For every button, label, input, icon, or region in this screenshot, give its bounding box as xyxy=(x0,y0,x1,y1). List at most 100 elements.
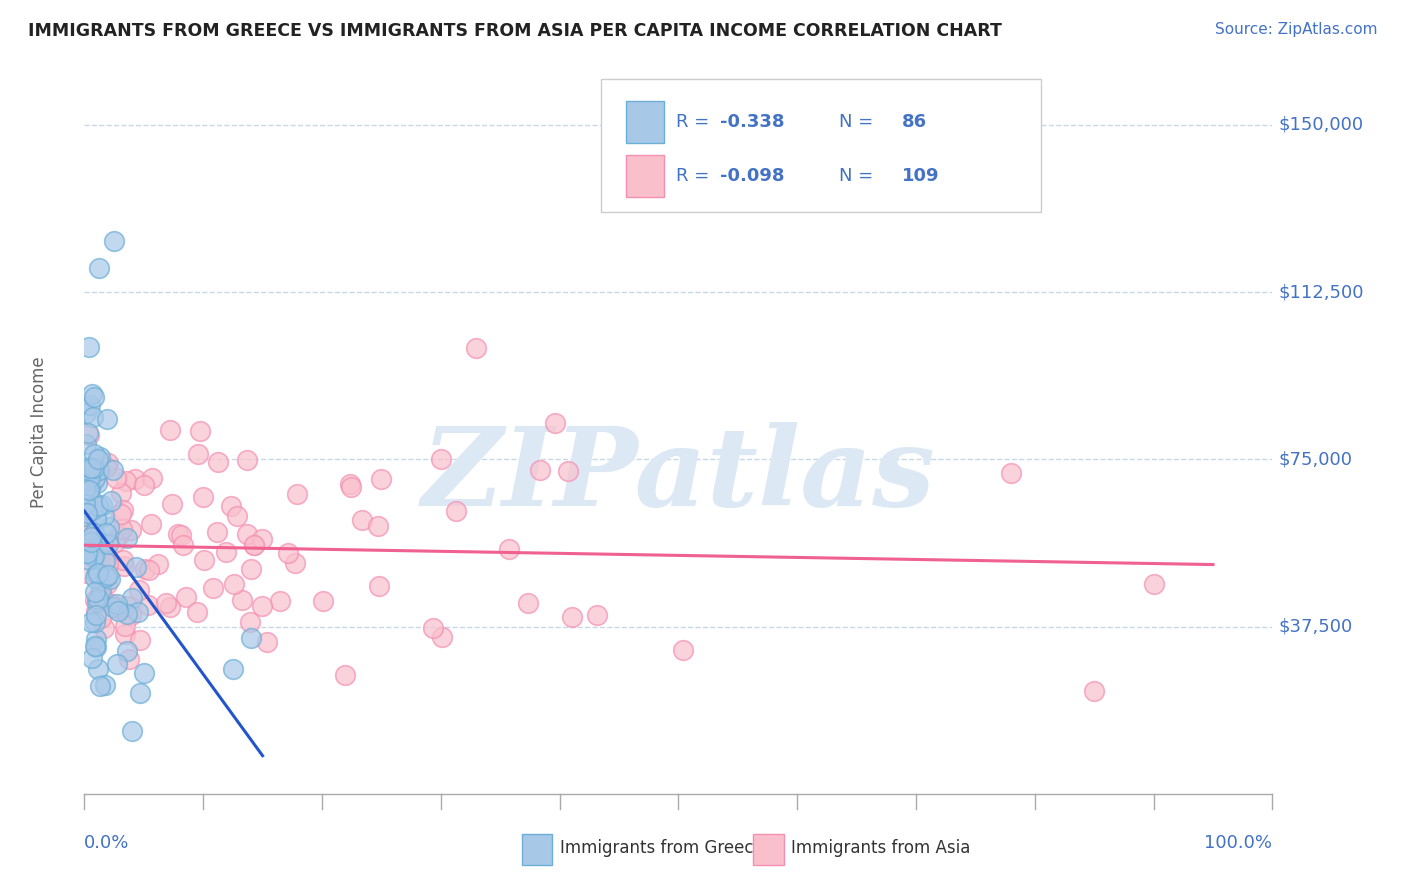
Point xyxy=(75,437,97,451)
Point xyxy=(87,662,110,676)
Point xyxy=(132,666,155,681)
Text: Per Capita Income: Per Capita Income xyxy=(30,357,48,508)
Point xyxy=(429,451,451,466)
Point xyxy=(83,529,105,543)
Point xyxy=(110,485,132,500)
Point xyxy=(79,470,101,484)
Text: Source: ZipAtlas.com: Source: ZipAtlas.com xyxy=(1215,22,1378,37)
Point xyxy=(114,619,136,633)
Point xyxy=(84,604,107,618)
Point xyxy=(93,508,115,523)
Text: $37,500: $37,500 xyxy=(1278,617,1353,636)
Point xyxy=(80,461,103,475)
Point xyxy=(105,657,128,671)
Text: ZIPatlas: ZIPatlas xyxy=(422,422,935,530)
Point xyxy=(1143,577,1166,591)
Point xyxy=(160,497,183,511)
FancyBboxPatch shape xyxy=(626,155,664,197)
Point xyxy=(115,644,138,658)
Point xyxy=(87,462,110,476)
Point xyxy=(159,600,181,615)
Point xyxy=(238,615,260,629)
Point xyxy=(444,504,467,518)
Point xyxy=(84,640,107,654)
Point xyxy=(93,554,115,568)
Point xyxy=(222,662,245,676)
Point xyxy=(87,260,110,275)
Point xyxy=(82,387,104,401)
Point xyxy=(77,483,100,497)
Point xyxy=(84,584,107,599)
Point xyxy=(80,535,103,549)
Point xyxy=(80,651,103,665)
Point xyxy=(83,461,105,475)
Point xyxy=(112,558,135,573)
Point xyxy=(335,668,357,682)
Point xyxy=(96,459,118,474)
Point xyxy=(84,632,107,646)
Point xyxy=(111,522,134,536)
Text: 100.0%: 100.0% xyxy=(1205,834,1272,852)
Point xyxy=(80,491,103,506)
Point xyxy=(84,615,107,629)
Point xyxy=(1083,684,1105,698)
Point xyxy=(121,591,143,606)
Point xyxy=(107,604,129,618)
Point xyxy=(86,475,108,490)
Point xyxy=(94,678,117,692)
Point xyxy=(104,534,127,549)
Point xyxy=(84,471,107,485)
Point xyxy=(120,523,142,537)
Point xyxy=(125,560,148,574)
Point xyxy=(93,535,115,549)
Point xyxy=(111,502,134,516)
Point xyxy=(138,563,160,577)
Point xyxy=(80,530,103,544)
Point xyxy=(82,541,104,555)
Point xyxy=(89,679,111,693)
Point xyxy=(94,594,117,608)
Point xyxy=(73,508,96,523)
Point xyxy=(89,586,111,600)
Point xyxy=(76,528,98,542)
Point xyxy=(339,476,361,491)
Point xyxy=(128,582,150,597)
Text: $150,000: $150,000 xyxy=(1278,116,1364,134)
Point xyxy=(100,572,122,586)
Point xyxy=(239,631,262,645)
Point xyxy=(79,524,101,539)
Point xyxy=(80,615,103,630)
Point xyxy=(132,478,155,492)
Point xyxy=(77,468,100,483)
Point xyxy=(115,531,138,545)
Point xyxy=(188,424,211,438)
Point xyxy=(75,497,97,511)
Point xyxy=(73,482,96,496)
Point xyxy=(89,450,111,465)
Point xyxy=(128,686,150,700)
Point xyxy=(561,609,583,624)
Point xyxy=(529,463,551,477)
Point xyxy=(76,521,98,535)
Point xyxy=(86,466,108,480)
Point xyxy=(284,556,307,570)
Text: Immigrants from Asia: Immigrants from Asia xyxy=(792,839,970,857)
Text: -0.098: -0.098 xyxy=(720,167,785,186)
Point xyxy=(225,508,247,523)
Point xyxy=(174,591,197,605)
Point xyxy=(269,594,291,608)
Point xyxy=(159,423,181,437)
FancyBboxPatch shape xyxy=(602,78,1040,212)
Point xyxy=(100,494,122,508)
Point xyxy=(75,552,97,566)
Point xyxy=(430,630,453,644)
Point xyxy=(256,634,278,648)
Point xyxy=(103,600,125,615)
Point xyxy=(235,453,257,467)
Text: R =: R = xyxy=(676,113,716,131)
Point xyxy=(236,526,259,541)
Text: $112,500: $112,500 xyxy=(1278,283,1364,301)
Point xyxy=(207,454,229,468)
Point xyxy=(187,447,209,461)
Point xyxy=(350,513,373,527)
